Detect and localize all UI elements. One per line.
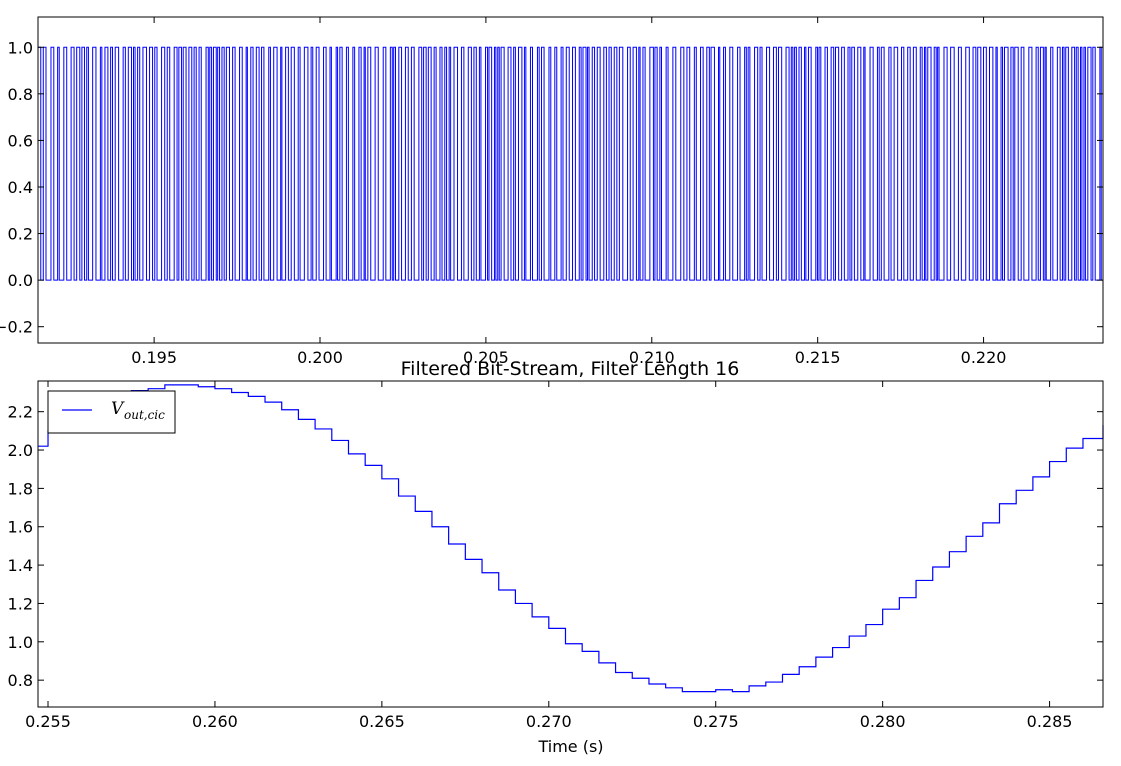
x-tick-label: 0.265: [359, 712, 405, 731]
x-tick-label: 0.280: [860, 712, 906, 731]
x-tick-label: 0.270: [526, 712, 572, 731]
filtered-plot: Filtered Bit-Stream, Filter Length 16 0.…: [8, 358, 1104, 756]
bitstream-plot: 0.195 0.200 0.205 0.210 0.215 0.220 −0.2 0.0 0.…: [0, 16, 1104, 367]
y-tick-label: 1.6: [8, 518, 33, 537]
y-tick-label: 0.0: [8, 271, 33, 290]
legend-box: [47, 390, 176, 434]
y-tick-label: 0.2: [8, 225, 33, 244]
y-tick-label: 1.2: [8, 594, 33, 613]
y-tick-label: 2.2: [8, 403, 33, 422]
y-tick-label: 0.8: [8, 85, 33, 104]
bitstream-x-ticks: 0.195 0.200 0.205 0.210 0.215 0.220: [131, 17, 1006, 367]
filtered-x-ticks: 0.255 0.260 0.265 0.270 0.275 0.280 0.285: [25, 381, 1072, 731]
x-tick-label: 0.260: [192, 712, 238, 731]
legend-entry-main: V: [111, 399, 125, 419]
filtered-step-line: [38, 384, 1104, 693]
y-tick-label: −0.2: [0, 318, 33, 337]
x-tick-label: 0.220: [961, 348, 1007, 367]
filtered-axes-frame: [37, 380, 1104, 708]
x-tick-label: 0.285: [1027, 712, 1073, 731]
bitstream-series: [38, 46, 1103, 281]
x-tick-label: 0.205: [463, 348, 509, 367]
y-tick-label: 0.4: [8, 178, 33, 197]
bitstream-y-ticks: −0.2 0.0 0.2 0.4 0.6 0.8 1.0: [0, 38, 1103, 337]
y-tick-label: 2.0: [8, 441, 33, 460]
y-tick-label: 1.0: [8, 633, 33, 652]
y-tick-label: 0.6: [8, 131, 33, 150]
legend-entry-subscript: out,cic: [124, 408, 165, 422]
filtered-plot-title: Filtered Bit-Stream, Filter Length 16: [401, 358, 740, 380]
x-tick-label: 0.275: [693, 712, 739, 731]
y-tick-label: 0.8: [8, 671, 33, 690]
x-tick-label: 0.215: [795, 348, 841, 367]
filtered-y-ticks: 0.8 1.0 1.2 1.4 1.6 1.8 2.0 2.2: [8, 403, 1103, 690]
legend: V out,cic: [47, 390, 176, 434]
x-tick-label: 0.195: [131, 348, 177, 367]
x-tick-label: 0.200: [297, 348, 343, 367]
y-tick-label: 1.4: [8, 556, 33, 575]
filtered-x-axis-label: Time (s): [537, 737, 603, 756]
x-tick-label: 0.255: [25, 712, 71, 731]
y-tick-label: 1.0: [8, 38, 33, 57]
x-tick-label: 0.210: [629, 348, 675, 367]
filtered-series: [38, 384, 1104, 693]
y-tick-label: 1.8: [8, 479, 33, 498]
bitstream-line: [38, 46, 1103, 281]
bitstream-axes-frame: [37, 16, 1104, 344]
